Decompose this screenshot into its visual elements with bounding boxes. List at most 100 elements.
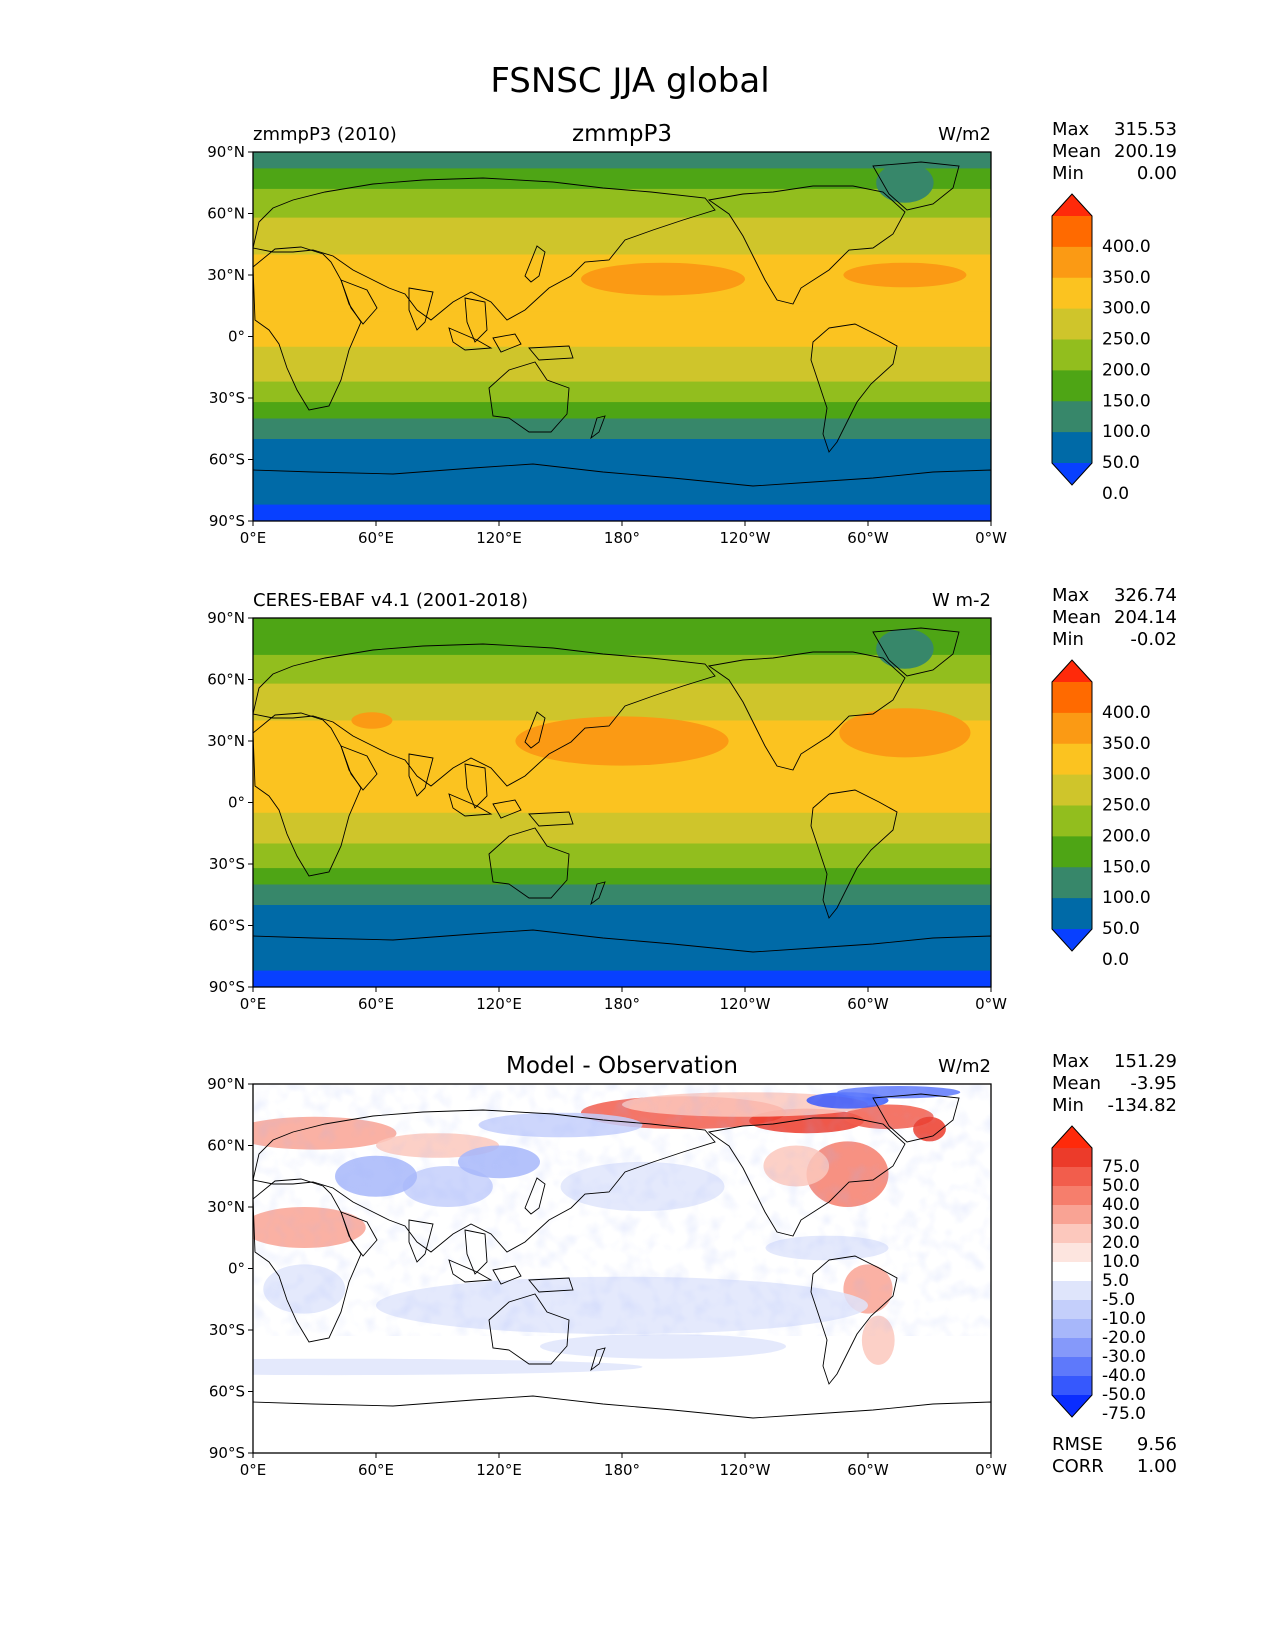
x-tick-label: 120°E (476, 529, 522, 547)
colorbar-segment (1052, 1224, 1092, 1244)
colorbar-label: -10.0 (1102, 1309, 1146, 1329)
colorbar-label: 250.0 (1102, 796, 1151, 816)
colorbar: 75.050.040.030.020.010.05.0-5.0-10.0-20.… (1051, 1125, 1146, 1424)
diff-patch (861, 1315, 895, 1365)
y-tick-label: 0° (228, 794, 245, 812)
lat-band (253, 634, 991, 656)
diff-patch (540, 1334, 786, 1359)
lat-band (253, 504, 991, 521)
y-tick-label: 90°N (207, 143, 245, 161)
colorbar-outline (1051, 193, 1093, 486)
x-tick-label: 0°W (975, 529, 1007, 547)
diff-noise (253, 1084, 991, 1313)
y-tick-label: 30°N (207, 732, 245, 750)
colorbar-label: 300.0 (1102, 299, 1151, 319)
colorbar-label: 100.0 (1102, 422, 1151, 442)
x-tick-label: 60°W (847, 529, 889, 547)
x-tick-label: 60°E (358, 995, 394, 1013)
greenland-field (876, 162, 934, 203)
lat-band (253, 843, 991, 869)
y-tick-label: 90°S (209, 978, 245, 996)
lat-band (253, 311, 991, 348)
colorbar: 400.0 350.0 300.0 250.0 200.0 150.0 100.0 50.0 0… (1051, 659, 1151, 970)
colorbar-segment (1052, 1243, 1092, 1263)
colorbar-label: 200.0 (1102, 826, 1151, 846)
subtropical-maximum (843, 262, 967, 288)
x-tick-label: 60°E (358, 1461, 394, 1479)
colorbar-segment (1052, 1319, 1092, 1339)
colorbar-segment (1052, 1262, 1092, 1282)
colorbar-label: 10.0 (1102, 1252, 1140, 1272)
stat-value: 326.74 (1114, 585, 1177, 606)
colorbar-label: 50.0 (1102, 919, 1140, 939)
x-tick-label: 120°E (476, 995, 522, 1013)
colorbar-label: -40.0 (1102, 1366, 1146, 1386)
diff-patch (253, 1358, 643, 1376)
y-tick-label: 60°N (207, 671, 245, 689)
colorbar-segment (1052, 774, 1092, 806)
colorbar-label: 50.0 (1102, 453, 1140, 473)
stat-value: -3.95 (1130, 1073, 1177, 1094)
panel-left-title: CERES-EBAF v4.1 (2001-2018) (253, 590, 528, 611)
x-tick-label: 120°W (720, 529, 771, 547)
colorbar-label: 350.0 (1102, 268, 1151, 288)
lat-band (253, 905, 991, 935)
map-field (253, 152, 991, 521)
stat-value: -0.02 (1130, 629, 1177, 650)
colorbar-label: 5.0 (1102, 1271, 1129, 1291)
colorbar-extend-bottom (1052, 929, 1092, 951)
subtropical-maximum (839, 708, 971, 758)
colorbar-label: 250.0 (1102, 330, 1151, 350)
y-tick-label: 30°N (207, 266, 245, 284)
colorbar-segment (1052, 246, 1092, 279)
stat-label: Max (1052, 1051, 1090, 1072)
panel-left-title: zmmpP3 (2010) (253, 124, 397, 145)
colorbar-segment (1052, 432, 1092, 464)
colorbar-extend-bottom (1052, 1395, 1092, 1417)
colorbar-segment (1052, 277, 1092, 310)
colorbar-label: 150.0 (1102, 857, 1151, 877)
x-tick-label: 180° (604, 529, 640, 547)
stat-label: Mean (1052, 141, 1101, 162)
colorbar-segment (1052, 308, 1092, 340)
colorbar-label: 150.0 (1102, 391, 1151, 411)
greenland-field (876, 628, 934, 669)
y-tick-label: 60°S (209, 917, 245, 935)
colorbar-label: -30.0 (1102, 1347, 1146, 1367)
colorbar-outline (1051, 1125, 1093, 1418)
stat-value: 204.14 (1114, 607, 1177, 628)
colorbar-label: 0.0 (1102, 484, 1129, 504)
footer-stat-label: RMSE (1052, 1434, 1103, 1455)
subtropical-maximum (515, 716, 729, 766)
colorbar-label: -75.0 (1102, 1404, 1146, 1424)
x-tick-label: 120°E (476, 1461, 522, 1479)
colorbar-segment (1052, 898, 1092, 930)
stat-label: Max (1052, 119, 1090, 140)
stat-label: Max (1052, 585, 1090, 606)
lat-band (253, 439, 991, 469)
panel-center-title: zmmpP3 (572, 121, 672, 147)
colorbar-segment (1052, 1148, 1092, 1168)
colorbar-segment (1052, 1376, 1092, 1396)
colorbar-label: 20.0 (1102, 1233, 1140, 1253)
y-tick-label: 0° (228, 1260, 245, 1278)
lat-band (253, 188, 991, 219)
colorbar-segment (1052, 1338, 1092, 1358)
colorbar-segment (1052, 216, 1092, 248)
colorbar-segment (1052, 1357, 1092, 1377)
stat-label: Mean (1052, 607, 1101, 628)
x-tick-label: 0°E (240, 1461, 267, 1479)
lat-band (253, 782, 991, 814)
colorbar-label: -5.0 (1102, 1290, 1135, 1310)
x-tick-label: 180° (604, 1461, 640, 1479)
colorbar-outline (1051, 659, 1093, 952)
colorbar-extend-bottom (1052, 463, 1092, 485)
lat-band (253, 618, 991, 635)
subtropical-maximum (351, 712, 393, 729)
y-tick-label: 90°S (209, 512, 245, 530)
colorbar-segment (1052, 805, 1092, 837)
colorbar-segment (1052, 712, 1092, 745)
colorbar-extend-top (1052, 194, 1092, 216)
map-field (253, 618, 991, 987)
colorbar-label: 75.0 (1102, 1157, 1140, 1177)
